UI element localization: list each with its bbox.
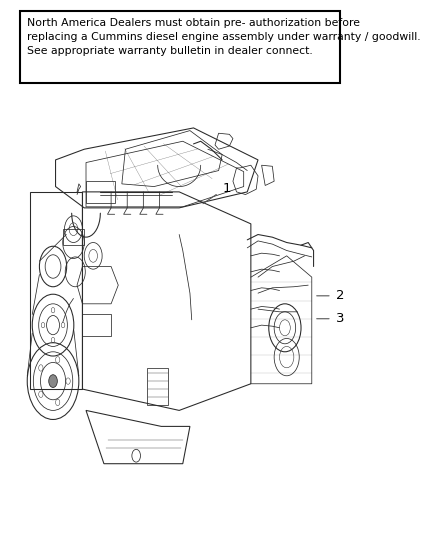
Text: 3: 3 [336,312,345,325]
FancyBboxPatch shape [20,11,340,83]
Text: North America Dealers must obtain pre- authorization before
replacing a Cummins : North America Dealers must obtain pre- a… [27,18,420,56]
Text: 1: 1 [223,182,231,195]
Circle shape [49,375,57,387]
Text: 2: 2 [336,289,345,302]
